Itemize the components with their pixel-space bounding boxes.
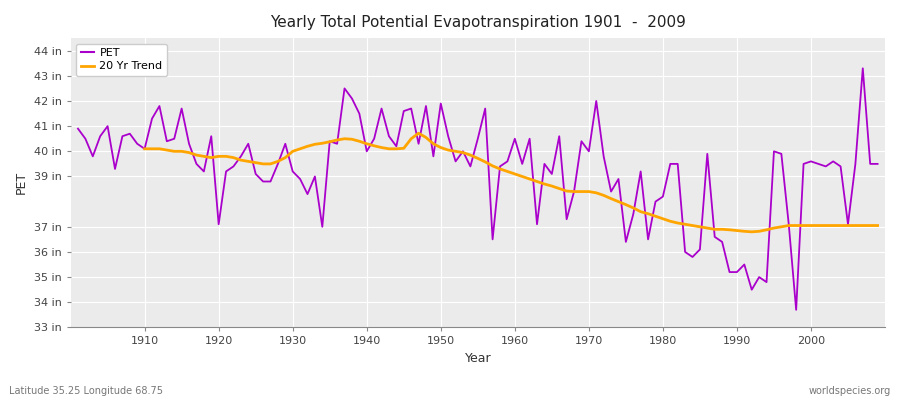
X-axis label: Year: Year [464,352,491,365]
Text: worldspecies.org: worldspecies.org [809,386,891,396]
Title: Yearly Total Potential Evapotranspiration 1901  -  2009: Yearly Total Potential Evapotranspiratio… [270,15,686,30]
Y-axis label: PET: PET [15,171,28,194]
Legend: PET, 20 Yr Trend: PET, 20 Yr Trend [76,44,167,76]
Text: Latitude 35.25 Longitude 68.75: Latitude 35.25 Longitude 68.75 [9,386,163,396]
